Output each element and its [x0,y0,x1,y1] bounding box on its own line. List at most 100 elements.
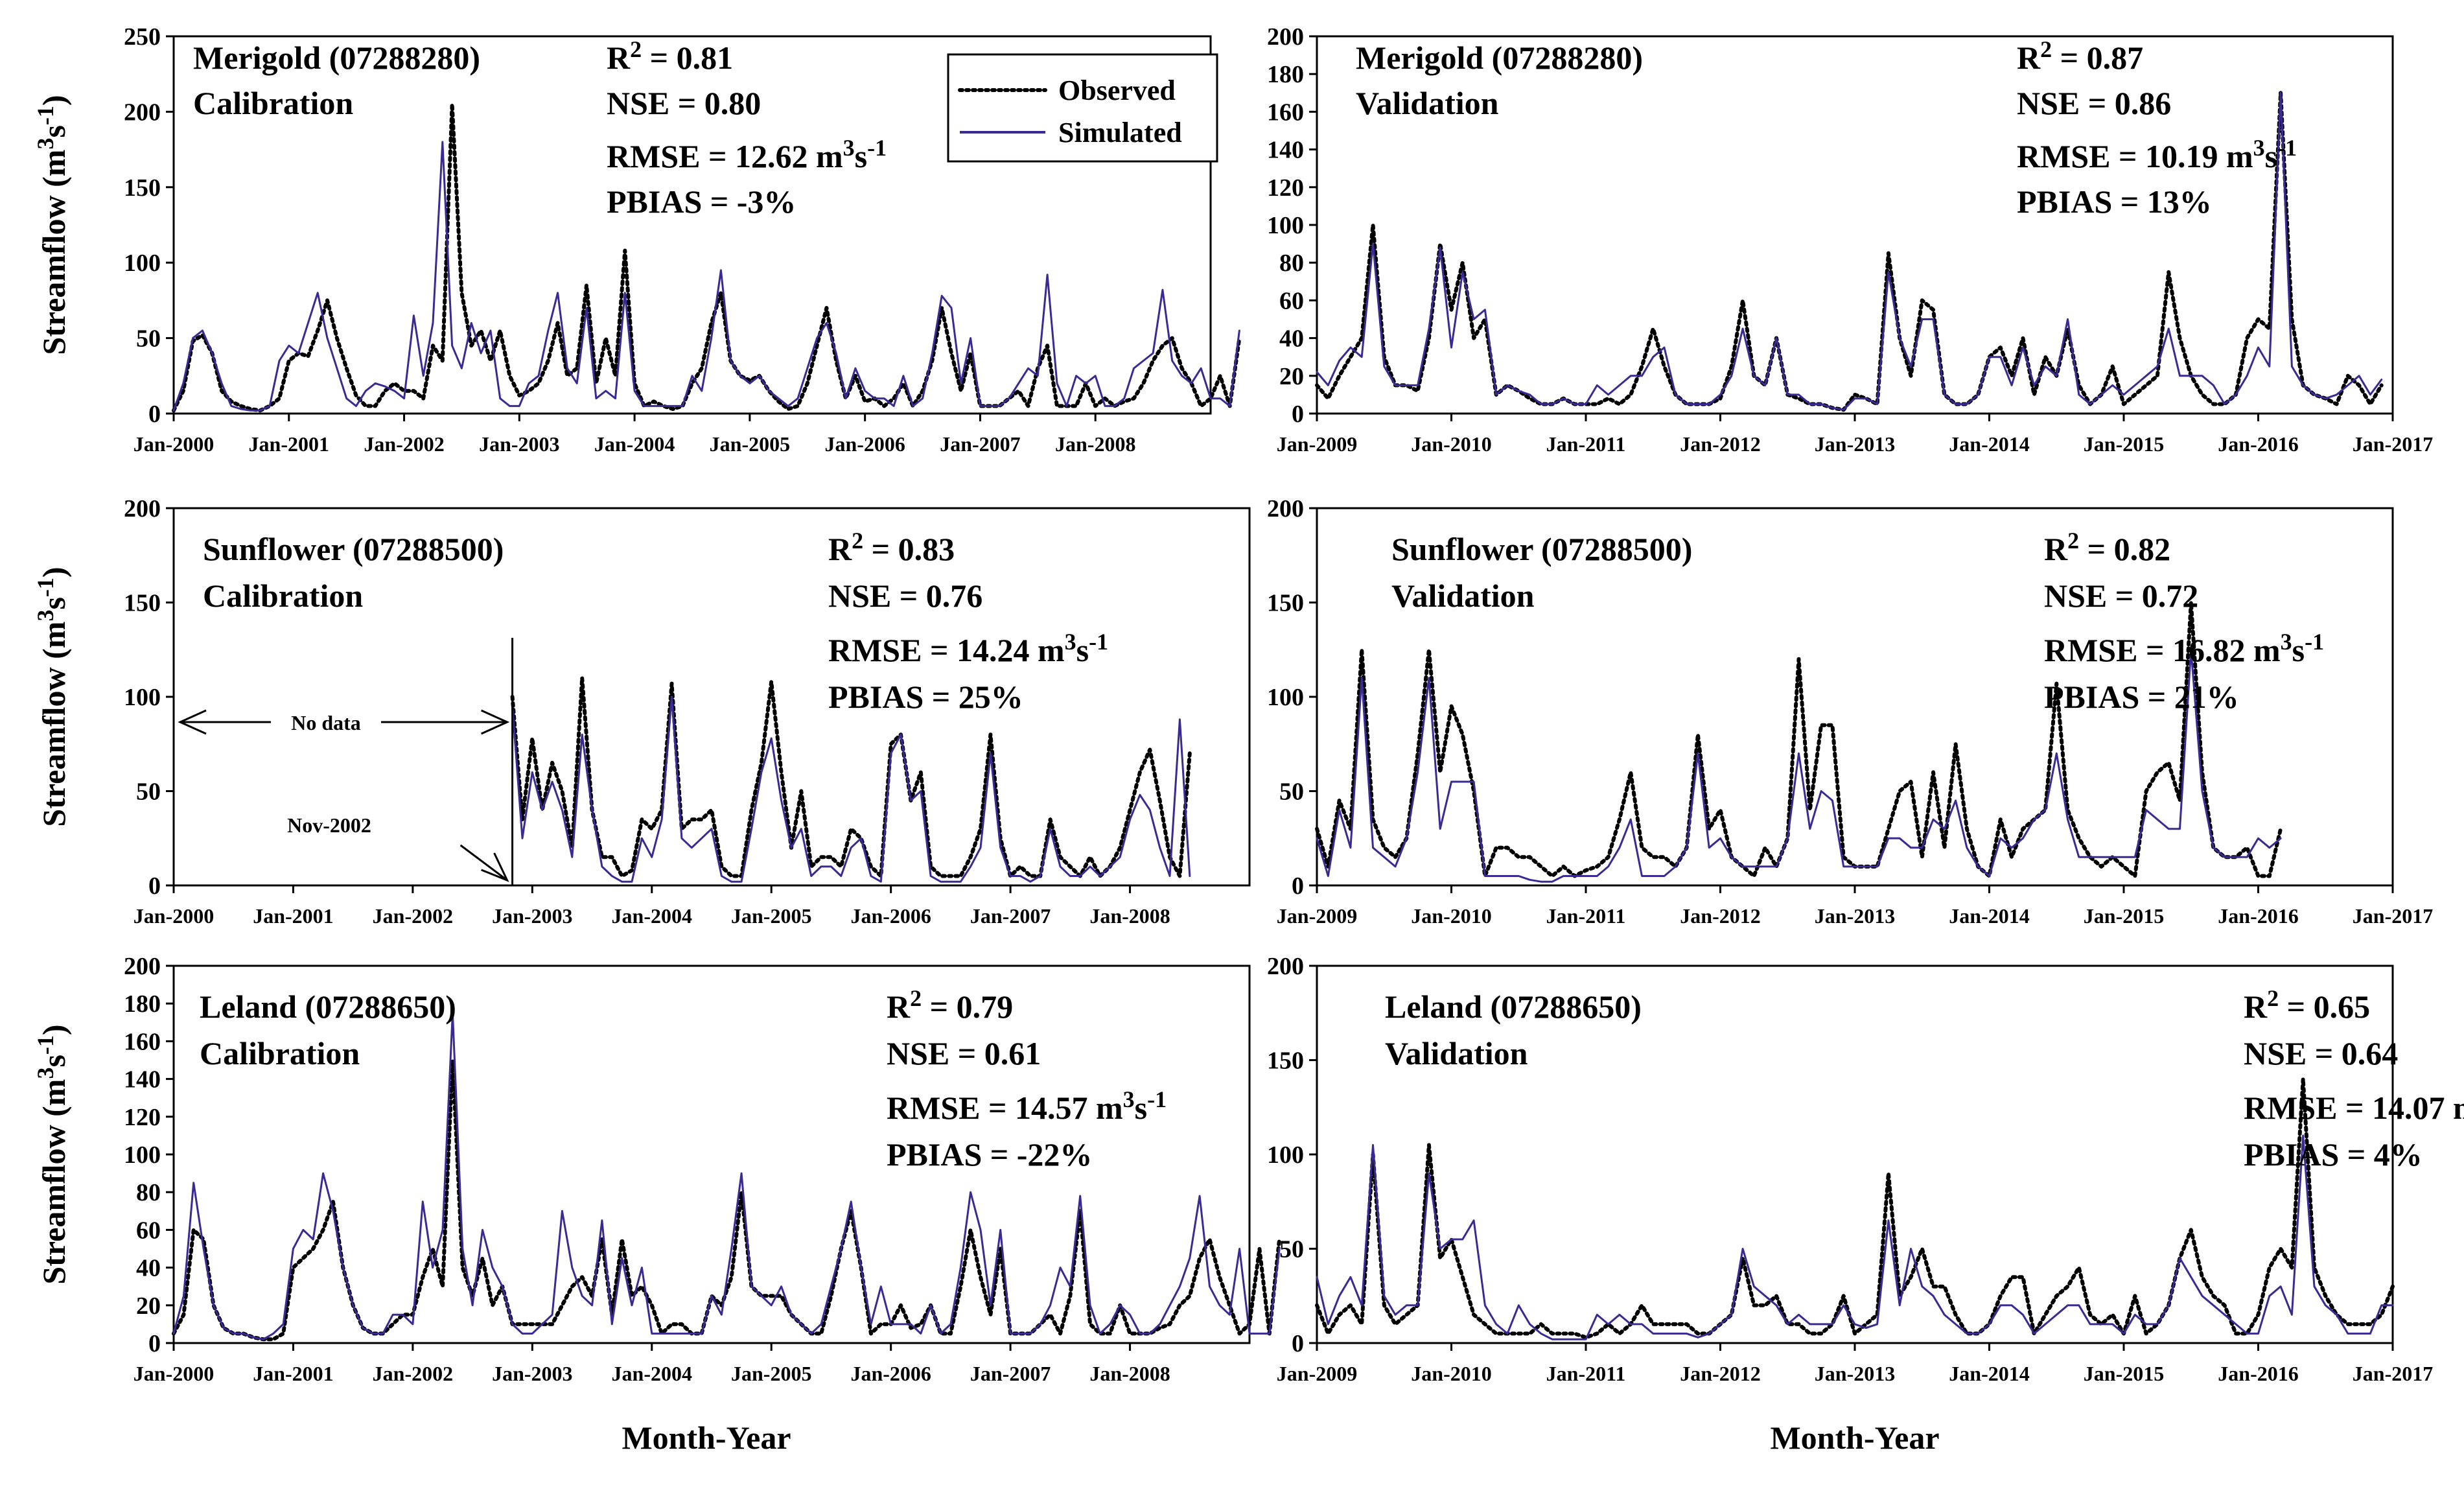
x-tick-label: Jan-2009 [1277,904,1357,928]
rmse-stat: RMSE = 14.07 m3s-1 [2244,1086,2464,1126]
observed-series-line [172,102,1242,413]
x-tick-label: Jan-2015 [2084,432,2164,456]
x-tick-label: Jan-2008 [1055,432,1135,456]
period-label: Validation [1385,1035,1528,1071]
y-tick-label: 40 [1279,325,1304,353]
x-tick-label: Jan-2013 [1815,904,1895,928]
nse-stat: NSE = 0.72 [2044,578,2198,614]
x-tick-label: Jan-2003 [492,904,572,928]
r2-stat: R2 = 0.83 [828,528,955,567]
observed-series-line [510,675,1192,878]
chart-panel-4: 0 20 40 60 80 100 120 140 160 180 200 Jan-2000 Jan-2… [32,953,1282,1385]
y-tick-label: 140 [1267,137,1304,164]
rmse-stat: RMSE = 10.19 m3s-1 [2017,135,2297,174]
nov-2002-arrowhead [481,852,509,882]
y-tick-label: 60 [1279,287,1304,314]
y-tick-label: 100 [1267,1141,1304,1169]
x-tick-label: Jan-2008 [1089,1362,1170,1385]
station-name: Sunflower (07288500) [1391,531,1692,567]
x-tick-label: Jan-2009 [1277,432,1357,456]
period-label: Calibration [193,85,353,121]
rmse-stat: RMSE = 12.62 m3s-1 [607,135,887,174]
arrowhead-right [480,709,510,735]
r2-stat: R2 = 0.87 [2017,36,2143,76]
period-label: Validation [1391,578,1535,614]
y-tick-label: 100 [124,250,161,277]
x-tick-label: Jan-2010 [1411,432,1491,456]
y-tick-label: 180 [1267,61,1304,88]
x-tick-label: Jan-2007 [970,1362,1051,1385]
y-tick-label: 0 [148,1330,161,1357]
y-tick-label: 160 [124,1028,161,1055]
simulated-series-line [172,1012,1281,1340]
x-tick-label: Jan-2000 [134,904,214,928]
y-tick-label: 0 [1292,401,1304,428]
r2-stat: R2 = 0.82 [2044,528,2170,567]
x-tick-label: Jan-2002 [373,904,453,928]
x-tick-label: Jan-2014 [1949,904,2029,928]
x-tick-label: Jan-2017 [2353,432,2433,456]
y-tick-label: 200 [1267,953,1304,980]
chart-panel-5: 0 50 100 150 200 Jan-2009 Jan-2010 Jan-2011 Jan-… [1267,953,2464,1385]
x-tick-label: Jan-2013 [1815,1362,1895,1385]
y-tick-label: 150 [124,174,161,202]
y-axis-title: Streamflow (m3s-1) [32,95,72,355]
period-label: Calibration [203,578,363,614]
rmse-stat: RMSE = 16.82 m3s-1 [2044,629,2324,668]
x-tick-label: Jan-2007 [970,904,1051,928]
x-tick-label: Jan-2005 [731,1362,811,1385]
y-tick-label: 60 [136,1217,161,1244]
x-tick-label: Jan-2006 [824,432,905,456]
x-axis-title-right: Month-Year [1770,1420,1939,1456]
y-tick-label: 50 [136,325,161,353]
x-tick-label: Jan-2013 [1815,432,1895,456]
y-tick-label: 100 [124,1141,161,1169]
rmse-stat: RMSE = 14.57 m3s-1 [887,1086,1167,1126]
y-tick-label: 160 [1267,99,1304,126]
x-tick-label: Jan-2002 [364,432,444,456]
x-tick-label: Jan-2005 [731,904,811,928]
legend: Observed Simulated [947,53,1218,163]
y-tick-label: 50 [1279,778,1304,806]
y-tick-label: 100 [124,684,161,711]
simulated-series-line [1316,648,2282,883]
chart-panel-1: 0 20 40 60 80 100 120 140 160 180 200 Jan-2009 Jan-2… [1267,23,2433,456]
y-tick-label: 40 [136,1255,161,1282]
nse-stat: NSE = 0.86 [2017,85,2171,121]
x-tick-label: Jan-2004 [594,432,675,456]
x-tick-label: Jan-2014 [1949,1362,2029,1385]
y-tick-label: 50 [136,778,161,806]
x-tick-label: Jan-2004 [612,904,692,928]
x-tick-label: Jan-2012 [1680,1362,1760,1385]
y-tick-label: 0 [148,401,161,428]
x-tick-label: Jan-2007 [940,432,1020,456]
y-tick-label: 200 [1267,495,1304,522]
nov-2002-pointer [459,844,508,882]
x-tick-label: Jan-2002 [373,1362,453,1385]
x-tick-label: Jan-2000 [134,432,214,456]
period-label: Validation [1356,85,1499,121]
nse-stat: NSE = 0.64 [2244,1035,2398,1071]
pbias-stat: PBIAS = 4% [2244,1136,2423,1173]
plot-frame [172,35,1212,415]
y-tick-label: 200 [124,99,161,126]
nov-2002-label: Nov-2002 [287,813,371,837]
x-tick-label: Jan-2017 [2353,1362,2433,1385]
y-tick-label: 80 [1279,250,1304,277]
simulated-series-line [1316,1134,2394,1340]
period-label: Calibration [200,1035,360,1071]
y-tick-label: 0 [1292,872,1304,900]
x-tick-label: Jan-2001 [253,1362,333,1385]
simulated-series-line [172,141,1240,412]
x-tick-label: Jan-2016 [2218,432,2298,456]
r2-stat: R2 = 0.65 [2244,985,2370,1025]
y-tick-label: 120 [1267,174,1304,202]
y-tick-label: 200 [1267,23,1304,51]
no-data-annotation: No data Nov-2002 [178,638,514,885]
y-tick-label: 150 [1267,590,1304,617]
legend-observed-label: Observed [1058,75,1176,106]
no-data-label: No data [291,711,361,734]
chart-panel-0: 0 50 100 150 200 250 Jan-2000 Jan-2001 Jan-2002 J… [32,23,1242,456]
pbias-stat: PBIAS = 21% [2044,679,2239,715]
